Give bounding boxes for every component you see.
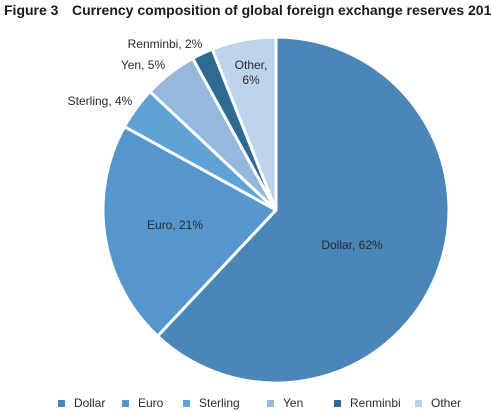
legend-label-dollar: Dollar (74, 396, 106, 410)
legend-item-renminbi: Renminbi (334, 396, 401, 410)
legend-label-renminbi: Renminbi (350, 396, 401, 410)
slice-label-other: Other, 6% (235, 58, 268, 87)
legend-item-dollar: Dollar (58, 396, 105, 410)
legend-swatch-sterling (183, 399, 190, 407)
legend-swatch-euro (122, 399, 129, 407)
legend-label-other: Other (431, 396, 462, 410)
legend-swatch-dollar (58, 399, 65, 407)
figure-number: Figure 3 (4, 2, 59, 18)
legend-item-euro: Euro (122, 396, 163, 410)
legend-label-sterling: Sterling (199, 396, 240, 410)
legend-label-yen: Yen (283, 396, 304, 410)
legend-swatch-yen (267, 399, 274, 407)
legend-item-other: Other (415, 396, 461, 410)
slice-label-dollar: Dollar, 62% (321, 238, 383, 252)
slice-label-euro: Euro, 21% (147, 218, 203, 232)
figure-title-text: Currency composition of global foreign e… (72, 2, 491, 18)
legend-label-euro: Euro (138, 396, 164, 410)
figure-title: Figure 3 Currency composition of global f… (4, 2, 491, 18)
legend-item-yen: Yen (267, 396, 303, 410)
pie-slice-euro (101, 125, 278, 338)
slice-label-yen: Yen, 5% (121, 58, 166, 72)
legend-swatch-renminbi (334, 399, 341, 407)
legend-swatch-other (415, 399, 422, 407)
pie-slice-other (210, 35, 278, 212)
pie-slice-dollar (156, 35, 451, 385)
legend-item-sterling: Sterling (183, 396, 240, 410)
slice-label-sterling: Sterling, 4% (68, 94, 133, 108)
slice-label-renminbi: Renminbi, 2% (128, 37, 203, 51)
chart-legend: Dollar Euro Sterling Yen Renminbi Other (0, 396, 491, 412)
